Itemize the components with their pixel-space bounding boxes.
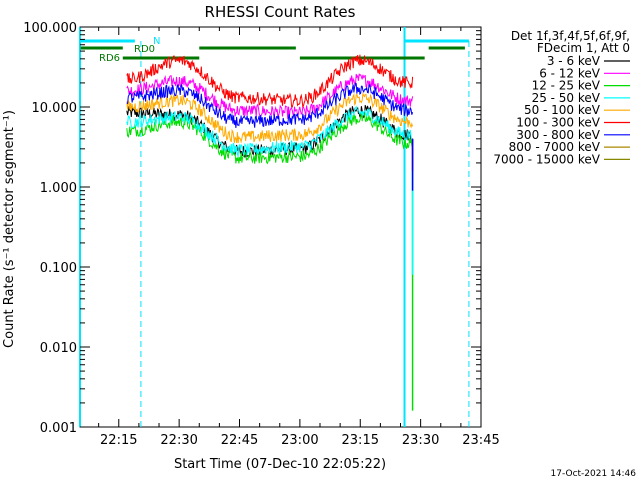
series-line	[126, 82, 414, 129]
series-line	[126, 105, 414, 158]
legend-entry-label: 12 - 25 keV	[532, 79, 601, 93]
x-tick-label: 23:45	[462, 433, 499, 448]
y-axis-label: Count Rate (s⁻¹ detector segment⁻¹)	[2, 110, 17, 348]
legend-entry-label: 3 - 6 keV	[547, 54, 601, 68]
tick-layer: 22:15 22:30 22:45 23:00 23:15 23:30 23:45 0.001…	[23, 21, 500, 448]
x-tick-label: 22:30	[160, 433, 197, 448]
legend-entry-label: 7000 - 15000 keV	[493, 152, 600, 166]
legend-entry-label: 800 - 7000 keV	[509, 140, 601, 154]
y-tick-label: 10.000	[32, 101, 78, 116]
x-tick-label: 23:00	[281, 433, 318, 448]
annotation-label-rd6: RD6	[99, 53, 120, 64]
legend-entry-label: 50 - 100 keV	[524, 103, 601, 117]
y-tick-label: 100.000	[23, 21, 77, 36]
y-tick-label: 0.010	[40, 341, 77, 356]
y-tick-label: 0.001	[40, 421, 77, 436]
x-tick-label: 22:15	[100, 433, 137, 448]
series-line	[126, 111, 414, 165]
legend-entry-label: 25 - 50 keV	[532, 91, 601, 105]
legend: Det 1f,3f,4f,5f,6f,9f, FDecim 1, Att 0 3…	[493, 29, 630, 166]
date-stamp: 17-Oct-2021 14:46	[551, 469, 637, 479]
y-tick-label: 1.000	[40, 181, 77, 196]
x-tick-label: 22:45	[221, 433, 258, 448]
annotation-label-rd0: RD0	[134, 44, 155, 55]
legend-entry-label: 300 - 800 keV	[516, 128, 600, 142]
series-line	[126, 73, 414, 119]
series-layer	[126, 54, 414, 411]
series-line	[126, 91, 414, 144]
legend-entry-label: 6 - 12 keV	[539, 66, 601, 80]
series-line	[126, 54, 414, 109]
x-axis-label: Start Time (07-Dec-10 22:05:22)	[174, 457, 386, 472]
chart-title: RHESSI Count Rates	[205, 3, 356, 21]
y-tick-label: 0.100	[40, 261, 77, 276]
annotation-layer	[79, 27, 470, 427]
x-tick-label: 23:30	[402, 433, 439, 448]
legend-entry-label: 100 - 300 keV	[516, 116, 600, 130]
legend-header-2: FDecim 1, Att 0	[537, 41, 630, 55]
x-tick-label: 23:15	[342, 433, 379, 448]
annotation-label-n: N	[153, 36, 160, 47]
legend-header-1: Det 1f,3f,4f,5f,6f,9f,	[511, 29, 630, 43]
